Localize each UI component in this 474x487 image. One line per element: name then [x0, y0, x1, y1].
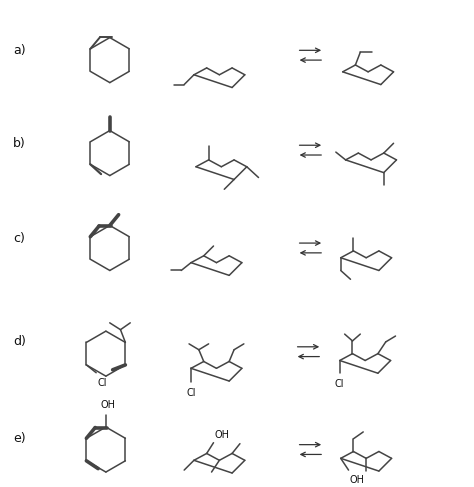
Text: e): e)	[13, 432, 26, 445]
Text: Cl: Cl	[335, 379, 344, 389]
Text: Cl: Cl	[97, 377, 107, 388]
Text: a): a)	[13, 44, 26, 57]
Text: c): c)	[13, 232, 25, 244]
Text: Cl: Cl	[186, 388, 196, 398]
Text: OH: OH	[349, 475, 365, 485]
Text: b): b)	[13, 137, 26, 150]
Text: d): d)	[13, 336, 26, 348]
Text: OH: OH	[101, 400, 116, 411]
Text: OH: OH	[215, 430, 229, 440]
